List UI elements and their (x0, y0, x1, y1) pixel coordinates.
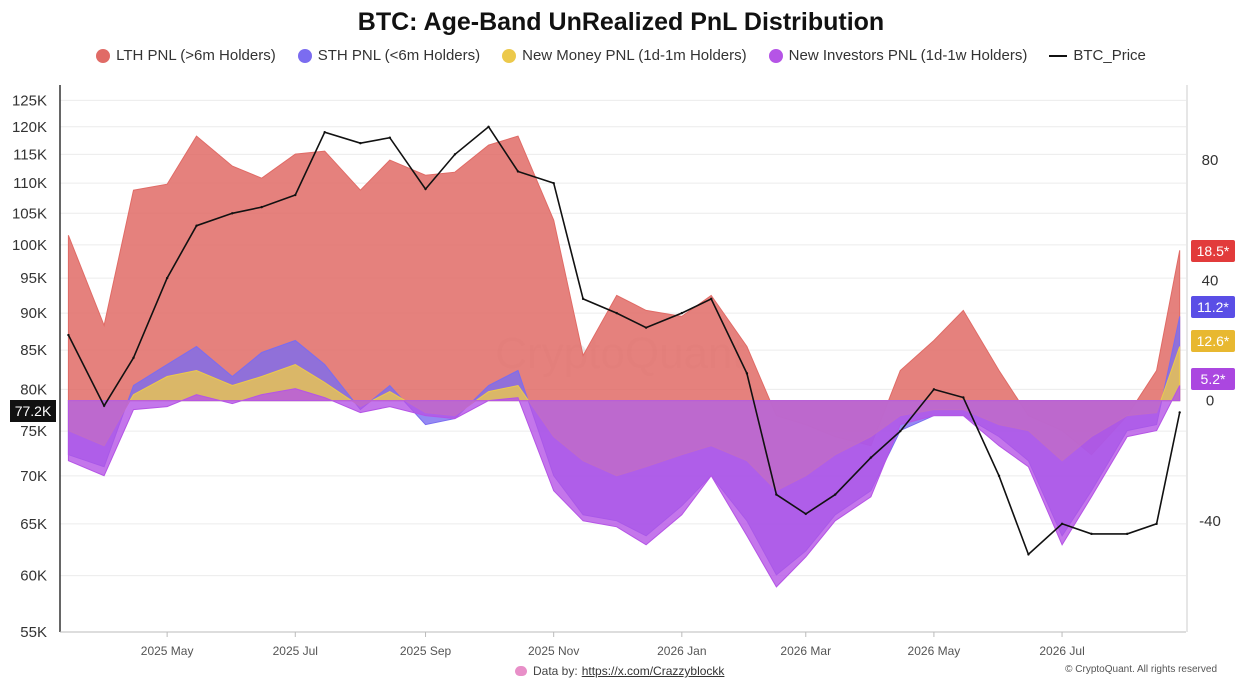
chart-legend: LTH PNL (>6m Holders) STH PNL (<6m Holde… (0, 47, 1242, 64)
new-money-value-badge: 12.6* (1191, 330, 1235, 352)
legend-label-lth: LTH PNL (>6m Holders) (116, 47, 276, 64)
btc-price-point (294, 193, 297, 197)
y-left-tick-label: 85K (20, 342, 47, 359)
btc-price-point (1090, 532, 1093, 536)
x-tick-label: 2026 Mar (780, 644, 831, 658)
btc-price-point (1155, 522, 1158, 526)
y-left-tick-label: 75K (20, 423, 47, 440)
btc-price-line (67, 125, 1181, 556)
btc-price-point (869, 456, 873, 459)
area-new-3 (67, 385, 1181, 588)
x-tick-label: 2025 May (141, 644, 194, 658)
y-left-tick-label: 115K (13, 146, 47, 163)
y-left-tick-label: 80K (20, 381, 47, 398)
legend-item-sth[interactable]: STH PNL (<6m Holders) (297, 47, 481, 64)
btc-price-point (260, 205, 263, 209)
lth-value-badge: 18.5* (1191, 240, 1235, 262)
y-right-tick-label: 0 (1206, 393, 1214, 410)
y-left-tick-label: 100K (12, 237, 47, 254)
lth-swatch-icon (96, 48, 111, 63)
legend-item-new-money[interactable]: New Money PNL (1d-1m Holders) (502, 47, 747, 64)
legend-label-sth: STH PNL (<6m Holders) (317, 47, 481, 64)
x-tick-label: 2026 Jan (657, 644, 706, 658)
btc-price-point (552, 181, 555, 185)
btc-price-point (710, 297, 713, 301)
btc-price-point (962, 396, 965, 399)
btc-price-point (644, 326, 648, 329)
btc-price-point (388, 136, 392, 139)
btc-price-point (1178, 411, 1181, 414)
btc-price-point (615, 311, 618, 315)
btc-price-point (67, 333, 70, 337)
legend-item-btc-price[interactable]: BTC_Price (1049, 47, 1146, 64)
y-left-tick-label: 65K (20, 516, 47, 533)
x-tick-label: 2025 Nov (528, 644, 579, 658)
new-money-swatch-icon (502, 48, 517, 63)
btc-price-point (1125, 532, 1129, 536)
x-tick-label: 2026 Jul (1039, 644, 1084, 658)
btc-price-point (231, 212, 234, 215)
x-tick-label: 2026 May (908, 644, 961, 658)
btc-price-point (1027, 553, 1030, 556)
y-right-tick-label: -40 (1199, 513, 1221, 530)
btc-price-point (516, 170, 520, 173)
brain-icon (515, 666, 527, 676)
legend-label-new-money: New Money PNL (1d-1m Holders) (522, 47, 747, 64)
btc-price-badge: 77.2K (10, 400, 56, 422)
btc-price-point (487, 125, 490, 128)
btc-price-point (899, 429, 902, 433)
new-investors-swatch-icon (768, 48, 783, 63)
x-tick-label: 2025 Sep (400, 644, 452, 658)
btc-price-point (581, 297, 585, 301)
btc-price-point (359, 141, 362, 145)
y-right-tick-label: 40 (1202, 272, 1219, 289)
y-left-tick-label: 120K (12, 119, 47, 136)
data-source: Data by: https://x.com/Crazzyblockk (515, 664, 724, 678)
btc-price-point (680, 311, 684, 315)
btc-price-point (132, 356, 135, 359)
btc-price-point (195, 224, 198, 227)
data-source-link[interactable]: https://x.com/Crazzyblockk (581, 664, 725, 678)
legend-label-btc-price: BTC_Price (1073, 47, 1146, 64)
y-left-tick-label: 105K (12, 205, 47, 222)
chart-title: BTC: Age-Band UnRealized PnL Distributio… (357, 8, 885, 36)
btc-price-point (323, 131, 326, 134)
data-by-label: Data by: (533, 664, 578, 678)
y-left-tick-label: 60K (20, 568, 47, 585)
btc-price-point (833, 493, 837, 496)
btc-price-point (102, 404, 106, 407)
btc-price-point (165, 276, 169, 280)
btc-price-line-icon (1049, 54, 1068, 57)
new-investors-value-badge: 5.2* (1191, 368, 1235, 390)
sth-value-badge: 11.2* (1191, 296, 1235, 318)
btc-price-point (424, 187, 427, 191)
btc-price-point (997, 474, 1001, 478)
y-left-tick-label: 90K (20, 305, 47, 322)
copyright-text: © CryptoQuant. All rights reserved (1065, 664, 1217, 675)
y-left-tick-label: 110K (13, 175, 47, 192)
y-left-tick-label: 55K (20, 624, 47, 641)
legend-label-new-investors: New Investors PNL (1d-1w Holders) (788, 47, 1028, 64)
y-left-tick-label: 95K (20, 270, 47, 287)
btc-price-point (453, 153, 457, 156)
legend-item-new-investors[interactable]: New Investors PNL (1d-1w Holders) (768, 47, 1028, 64)
btc-price-point (932, 388, 936, 391)
btc-price-point (745, 372, 749, 375)
y-right-tick-label: 80 (1202, 152, 1219, 169)
btc-price-point (804, 512, 807, 516)
btc-price-point (1060, 522, 1064, 526)
x-tick-label: 2025 Jul (273, 644, 318, 658)
btc-price-point (775, 493, 778, 496)
sth-swatch-icon (297, 48, 312, 63)
y-left-tick-label: 125K (12, 92, 47, 109)
y-left-tick-label: 70K (20, 468, 47, 485)
legend-item-lth[interactable]: LTH PNL (>6m Holders) (96, 47, 276, 64)
